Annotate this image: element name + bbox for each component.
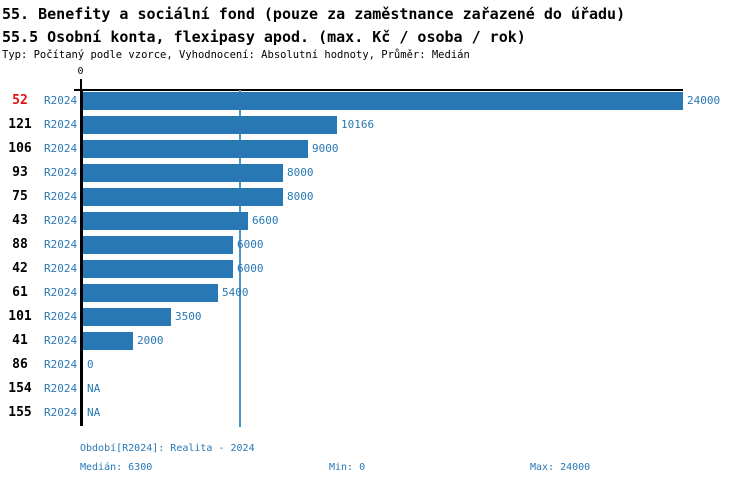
bar [83,260,233,278]
row-period-label: R2024 [44,286,78,299]
bar-value-label: 9000 [312,142,339,155]
page-title-line1: 55. Benefity a sociální fond (pouze za z… [2,5,626,23]
bar [83,116,337,134]
row-period-label: R2024 [44,238,78,251]
bar-value-label: 24000 [687,94,721,107]
bar [83,164,283,182]
bar-value-label: NA [87,406,101,419]
row-id-label: 93 [12,165,28,180]
bar-value-label: 6600 [252,214,279,227]
y-axis-line [80,89,83,426]
bar [83,236,233,254]
row-period-label: R2024 [44,166,78,179]
bar-value-label: 6000 [237,262,264,275]
row-id-label: 121 [8,117,32,132]
bar-value-label: 6000 [237,238,264,251]
row-id-label: 41 [12,333,28,348]
row-id-label: 154 [8,381,32,396]
row-period-label: R2024 [44,334,78,347]
footer-max-label: Max: 24000 [530,462,591,473]
row-period-label: R2024 [44,358,78,371]
row-id-label: 75 [12,189,28,204]
bar [83,308,171,326]
bar-value-label: 5400 [222,286,249,299]
row-period-label: R2024 [44,214,78,227]
bar-value-label: 3500 [175,310,202,323]
top-axis-line [74,89,683,91]
row-id-label: 101 [8,309,32,324]
bar-value-label: 8000 [287,166,314,179]
row-id-label: 106 [8,141,32,156]
row-period-label: R2024 [44,94,78,107]
footer-min-label: Min: 0 [329,462,366,473]
bar-value-label: 8000 [287,190,314,203]
bar [83,188,283,206]
row-period-label: R2024 [44,406,78,419]
bar-value-label: 10166 [341,118,375,131]
bar [83,284,218,302]
row-period-label: R2024 [44,190,78,203]
footer-median-label: Medián: 6300 [80,462,153,473]
row-id-label: 43 [12,213,28,228]
x-axis-zero-tick-label: 0 [77,66,84,77]
median-reference-line [239,90,241,427]
page-title-line2: 55.5 Osobní konta, flexipasy apod. (max.… [2,28,526,46]
row-period-label: R2024 [44,310,78,323]
row-id-label: 86 [12,357,28,372]
bar [83,140,308,158]
row-id-label: 42 [12,261,28,276]
bar-value-label: NA [87,382,101,395]
row-id-label: 61 [12,285,28,300]
bar [83,92,683,110]
row-id-label: 88 [12,237,28,252]
row-id-label: 52 [12,93,28,108]
row-period-label: R2024 [44,382,78,395]
bar-value-label: 2000 [137,334,164,347]
row-period-label: R2024 [44,118,78,131]
bar [83,332,133,350]
bar-value-label: 0 [87,358,94,371]
bar [83,212,248,230]
chart-meta-line: Typ: Počítaný podle vzorce, Vyhodnocení:… [2,49,470,61]
row-id-label: 155 [8,405,32,420]
row-period-label: R2024 [44,142,78,155]
row-period-label: R2024 [44,262,78,275]
footer-period-label: Období[R2024]: Realita - 2024 [80,443,255,454]
x-axis-zero-tick-mark [80,79,82,90]
